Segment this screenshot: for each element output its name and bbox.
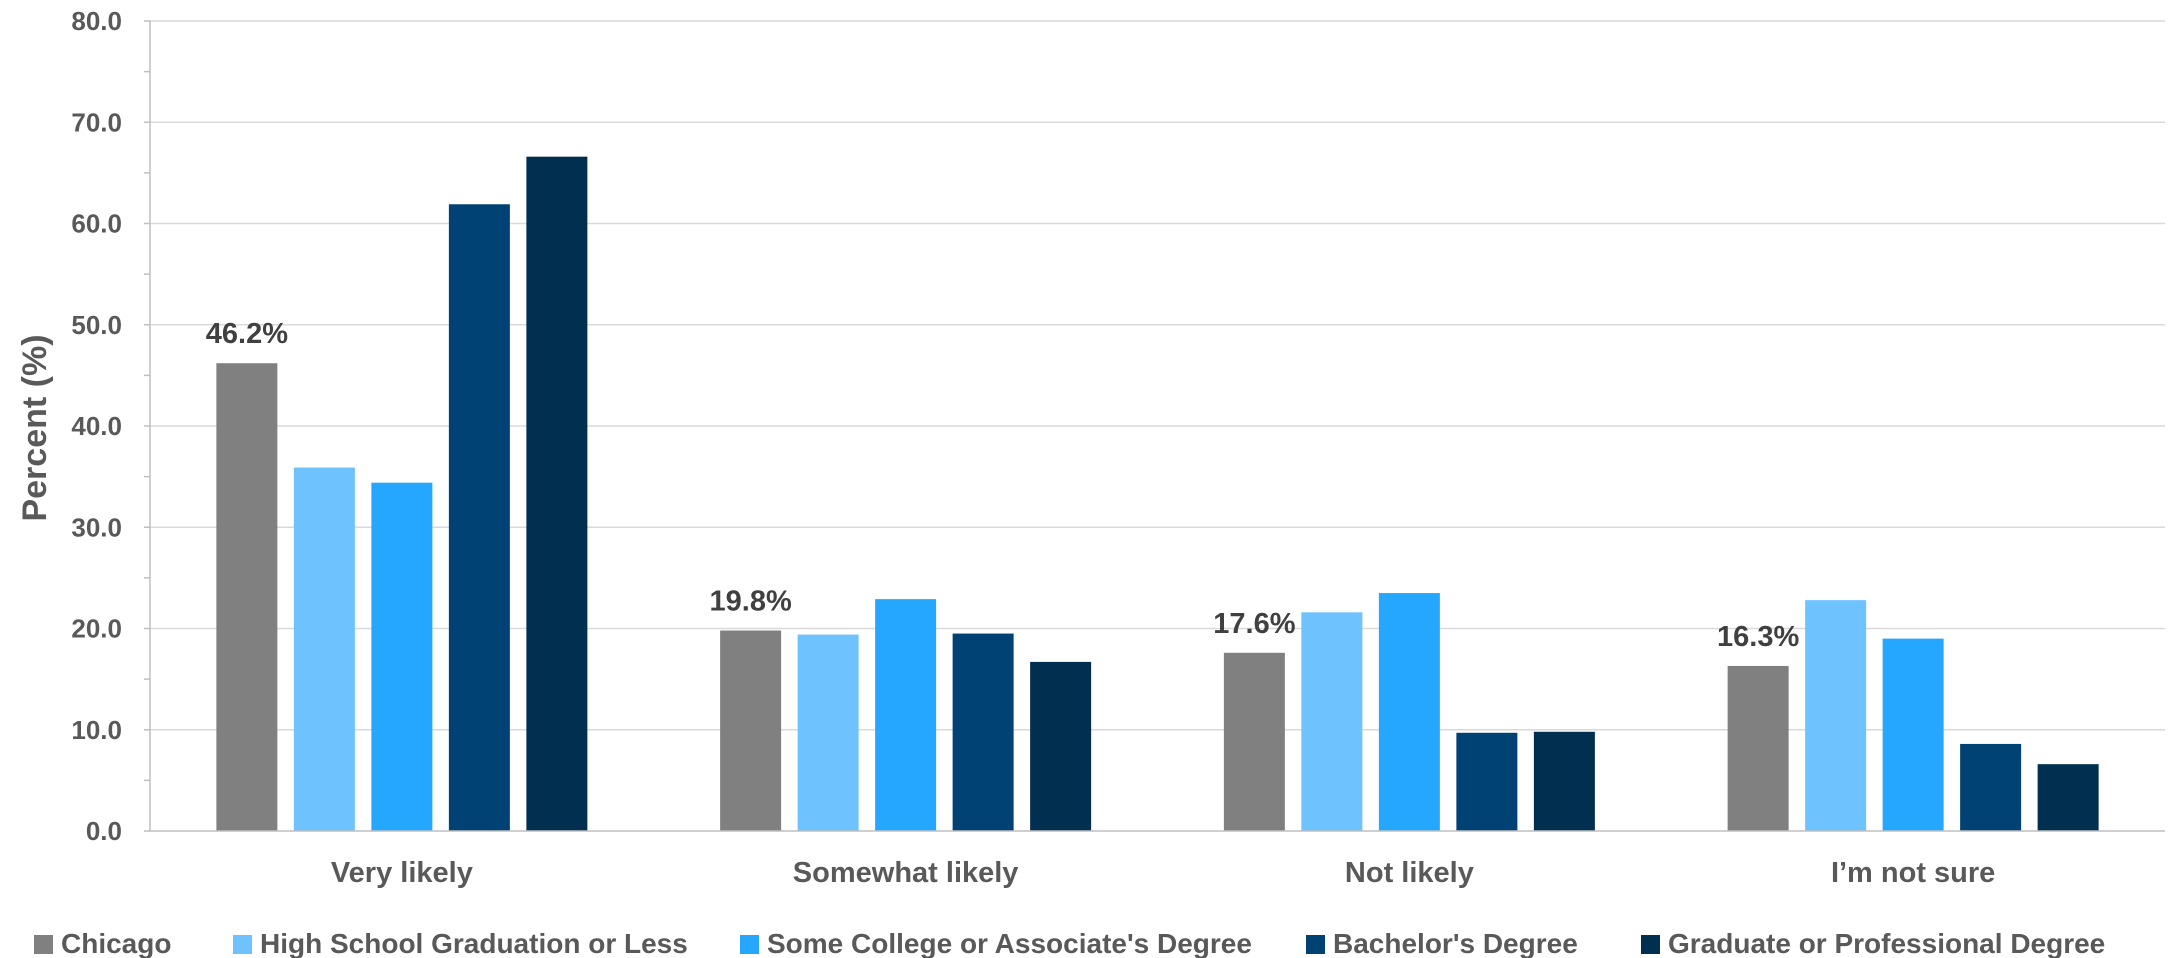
data-labels: 46.2% 19.8% 17.6% 16.3% [206, 318, 1800, 653]
x-category-label: Very likely [331, 857, 473, 889]
bar [1727, 665, 1789, 831]
y-tick-label: 80.0 [71, 6, 122, 36]
y-axis-title: Percent (%) [16, 334, 54, 521]
bar [1378, 593, 1440, 831]
bar [293, 467, 355, 831]
x-category-label: I’m not sure [1831, 857, 1995, 889]
data-label: 46.2% [206, 318, 288, 350]
y-tick-label: 60.0 [71, 209, 122, 239]
bar [448, 204, 510, 831]
bar [797, 634, 859, 831]
x-axis: Very likely Somewhat likely Not likely I’m … [150, 830, 2165, 889]
bar [1030, 661, 1092, 831]
data-label: 17.6% [1213, 608, 1295, 640]
legend: Chicago High School Graduation or Less Som… [34, 928, 2105, 958]
x-category-label: Not likely [1345, 857, 1474, 889]
y-axis: 0.0 10.0 20.0 30.0 40.0 50.0 60.0 70.0 80.0 [71, 6, 151, 846]
x-category-label: Somewhat likely [793, 857, 1019, 889]
legend-swatch [740, 935, 759, 954]
bar [216, 363, 278, 831]
y-tick-label: 20.0 [71, 614, 122, 644]
bar [526, 156, 588, 832]
bar [1960, 743, 2022, 831]
bar [2037, 764, 2099, 831]
legend-label: Graduate or Professional Degree [1668, 928, 2105, 958]
bar [720, 630, 782, 831]
y-tick-label: 40.0 [71, 411, 122, 441]
bar [952, 633, 1014, 831]
data-label: 16.3% [1717, 621, 1799, 653]
legend-label: High School Graduation or Less [260, 928, 688, 958]
legend-label: Some College or Associate's Degree [767, 928, 1252, 958]
data-label: 19.8% [710, 586, 792, 618]
bar [1301, 612, 1363, 831]
legend-swatch [34, 935, 53, 954]
bar [1882, 638, 1944, 831]
bar [1805, 600, 1867, 831]
y-tick-label: 10.0 [71, 715, 122, 745]
y-tick-label: 50.0 [71, 310, 122, 340]
legend-swatch [1306, 935, 1325, 954]
legend-swatch [233, 935, 252, 954]
y-tick-label: 0.0 [86, 816, 122, 846]
bar [1456, 732, 1518, 831]
bar [371, 482, 433, 831]
bars [216, 156, 2099, 832]
bar [1533, 731, 1595, 831]
y-tick-label: 70.0 [71, 107, 122, 137]
y-tick-label: 30.0 [71, 512, 122, 542]
legend-label: Chicago [61, 928, 171, 958]
legend-label: Bachelor's Degree [1333, 928, 1578, 958]
bar [875, 599, 937, 831]
legend-swatch [1641, 935, 1660, 954]
bar [1223, 652, 1285, 831]
